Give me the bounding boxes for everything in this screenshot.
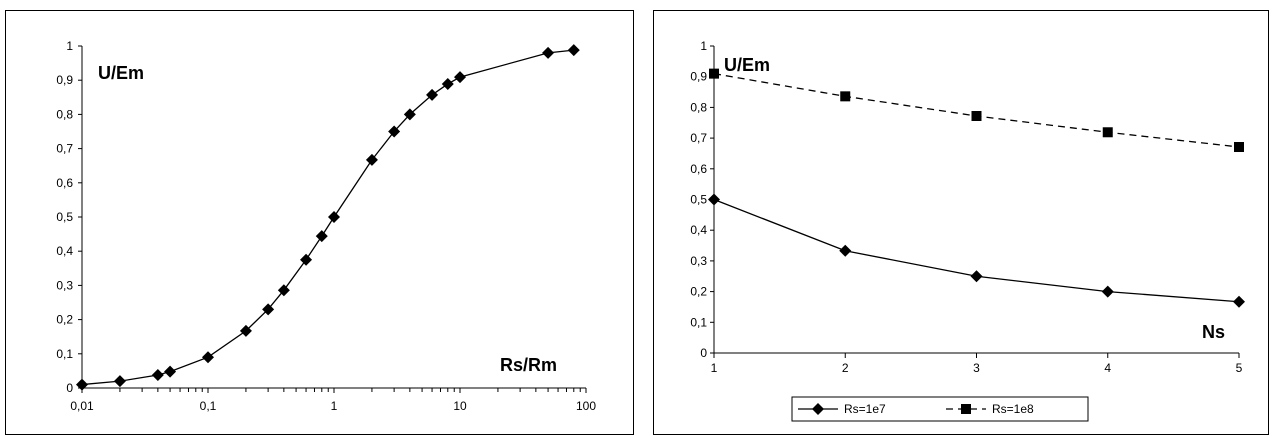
data-point	[113, 375, 126, 388]
chart-left-panel: 0 0,1 0,2 0,3 0,4 0,5 0,6 0,7 0,8 0,9 1 0,01 0,1 1 10 1…	[5, 10, 634, 435]
series-line	[713, 198, 1240, 303]
chart-right-svg: 0 0,1 0,2 0,3 0,4 0,5 0,6 0,7 0,8 0,9 1 1 2 3 4 5 U/Em Ns…	[690, 39, 1245, 422]
data-point	[839, 244, 852, 257]
data-point	[151, 369, 164, 382]
legend-box	[791, 396, 1089, 422]
x-axis-label: Rs/Rm	[500, 355, 557, 375]
data-point	[1233, 295, 1245, 308]
x-tick-label: 2	[842, 361, 849, 375]
x-tick-label: 10	[453, 399, 467, 413]
y-tick-label: 0,4	[690, 223, 707, 237]
y-tick-label: 0,1	[690, 315, 707, 329]
data-point	[971, 110, 982, 121]
data-point	[202, 351, 214, 364]
data-point	[454, 71, 466, 84]
y-tick-label: 0	[66, 381, 73, 395]
data-point	[1102, 127, 1113, 138]
data-point	[542, 46, 555, 59]
legend-swatch-marker	[961, 404, 971, 414]
y-tick-label: 0,6	[690, 162, 707, 176]
data-point	[708, 193, 720, 206]
x-tick-label: 1	[331, 399, 338, 413]
legend-swatch-marker	[812, 403, 824, 415]
data-point	[709, 68, 719, 79]
data-point	[328, 211, 340, 223]
x-tick-label: 0,1	[200, 399, 217, 413]
x-tick-label: 4	[1104, 361, 1111, 375]
series-line	[713, 72, 1240, 148]
data-point	[441, 77, 454, 90]
y-tick-label: 0,9	[56, 73, 73, 87]
y-tick-label: 0,5	[690, 193, 707, 207]
y-tick-label: 1	[66, 39, 73, 53]
data-point	[365, 153, 378, 166]
legend-label: Rs=1e8	[992, 402, 1034, 416]
y-tick-label: 0,8	[690, 100, 707, 114]
y-tick-label: 0,7	[690, 131, 707, 145]
data-point	[970, 270, 983, 283]
y-tick-label: 0,7	[56, 142, 73, 156]
data-point	[239, 324, 252, 337]
data-point	[300, 253, 313, 266]
chart-left-svg: 0 0,1 0,2 0,3 0,4 0,5 0,6 0,7 0,8 0,9 1 0,01 0,1 1 10 1…	[56, 39, 596, 413]
x-tick-label: 100	[576, 399, 596, 413]
y-tick-label: 0,4	[56, 244, 73, 258]
y-tick-label: 0,6	[56, 176, 73, 190]
y-tick-label: 0,5	[56, 210, 73, 224]
x-tick-label: 1	[711, 361, 718, 375]
chart-right-panel: 0 0,1 0,2 0,3 0,4 0,5 0,6 0,7 0,8 0,9 1 1 2 3 4 5 U/Em Ns…	[653, 10, 1269, 435]
data-point	[1234, 142, 1244, 153]
y-tick-label: 0,9	[690, 70, 707, 84]
data-point	[262, 303, 275, 316]
y-tick-label: 0,3	[56, 278, 73, 292]
data-point	[388, 125, 401, 138]
data-point	[277, 284, 290, 297]
x-tick-label: 3	[973, 361, 980, 375]
y-tick-label: 0,3	[690, 254, 707, 268]
y-tick-label: 0,8	[56, 107, 73, 121]
y-tick-label: 0,2	[690, 285, 707, 299]
y-tick-label: 0,2	[56, 313, 73, 327]
data-point	[403, 108, 416, 121]
data-point	[164, 365, 177, 378]
series-line	[81, 49, 574, 386]
data-point	[426, 88, 439, 101]
legend-label: Rs=1e7	[844, 402, 886, 416]
y-axis-label: U/Em	[98, 63, 144, 83]
data-point	[1101, 285, 1114, 298]
x-tick-label: 5	[1236, 361, 1243, 375]
data-point	[315, 230, 328, 243]
data-point	[840, 91, 851, 102]
y-tick-label: 1	[700, 39, 707, 53]
y-tick-label: 0	[700, 346, 707, 360]
x-tick-label: 0,01	[70, 399, 94, 413]
y-axis-label: U/Em	[724, 55, 770, 75]
x-axis-label: Ns	[1202, 322, 1225, 342]
data-point	[76, 378, 88, 391]
data-point	[567, 44, 580, 57]
y-tick-label: 0,1	[56, 347, 73, 361]
